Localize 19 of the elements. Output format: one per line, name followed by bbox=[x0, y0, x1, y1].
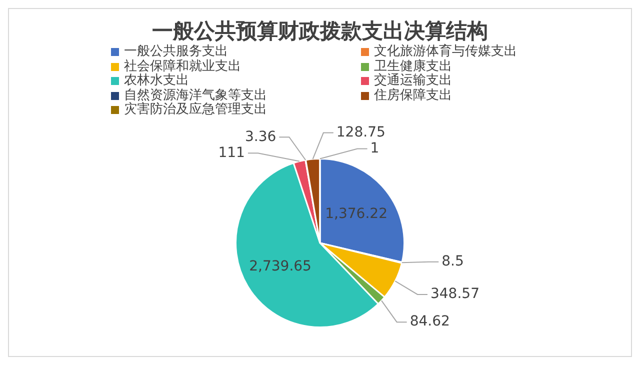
data-label: 2,739.65 bbox=[249, 258, 312, 274]
legend-label: 自然资源海洋气象等支出 bbox=[124, 88, 267, 102]
legend-label: 文化旅游体育与传媒支出 bbox=[374, 44, 517, 59]
legend-label: 住房保障支出 bbox=[374, 88, 452, 103]
legend-label: 农林水支出 bbox=[124, 73, 189, 88]
legend-label: 一般公共服务支出 bbox=[124, 44, 228, 59]
legend-label: 卫生健康支出 bbox=[374, 58, 452, 74]
data-label: 111 bbox=[218, 144, 245, 160]
chart-title: 一般公共预算财政拨款支出决算结构 bbox=[151, 18, 489, 44]
legend-label: 交通运输支出 bbox=[374, 73, 452, 88]
data-label: 3.36 bbox=[245, 128, 276, 144]
data-label: 1,376.22 bbox=[325, 205, 388, 222]
data-label: 8.5 bbox=[442, 252, 464, 269]
data-label: 128.75 bbox=[336, 124, 386, 140]
data-label: 348.57 bbox=[430, 286, 480, 302]
data-label: 84.62 bbox=[410, 313, 450, 330]
legend-label: 灾害防治及应急管理支出 bbox=[124, 102, 267, 118]
data-label: 1 bbox=[370, 140, 380, 156]
legend-label: 社会保障和就业支出 bbox=[124, 58, 241, 74]
